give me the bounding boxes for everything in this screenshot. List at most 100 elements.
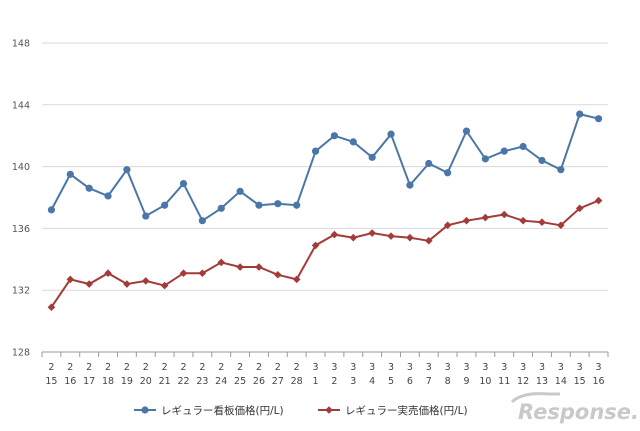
data-point [349, 233, 358, 242]
x-tick-label-month: 3 [520, 362, 526, 373]
data-point [575, 204, 584, 213]
x-tick-label-month: 3 [558, 362, 564, 373]
x-tick-label-day: 7 [426, 376, 432, 387]
x-tick-label-month: 3 [577, 362, 583, 373]
x-tick-label-month: 2 [180, 362, 186, 373]
x-tick-label-day: 27 [272, 376, 284, 387]
data-point [368, 153, 376, 161]
x-axis: 2152162172182192202212222232242252262272… [41, 351, 609, 387]
data-point [85, 280, 93, 288]
x-tick-label-month: 3 [350, 362, 356, 373]
data-point [519, 216, 527, 225]
x-tick-label-month: 3 [388, 362, 394, 373]
gridlines [42, 42, 608, 291]
legend-marker [141, 406, 149, 414]
legend-label: レギュラー看板価格(円/L) [161, 404, 284, 417]
data-point [594, 196, 603, 205]
data-point [330, 230, 339, 239]
data-point [85, 184, 93, 192]
x-tick-label-month: 3 [482, 362, 488, 373]
data-point [123, 166, 131, 174]
x-tick-label-day: 1 [313, 376, 319, 387]
data-point [576, 110, 584, 118]
x-tick-label-month: 2 [86, 362, 92, 373]
x-tick-label-month: 2 [237, 362, 243, 373]
y-tick-label: 132 [12, 286, 30, 297]
x-tick-label-day: 22 [177, 376, 189, 387]
data-point [217, 204, 225, 212]
y-tick-label: 136 [12, 224, 30, 235]
legend-label: レギュラー実売価格(円/L) [345, 404, 468, 417]
data-point [538, 218, 546, 227]
x-tick-label-day: 16 [593, 376, 605, 387]
data-point [425, 159, 433, 168]
data-point [198, 269, 207, 278]
data-point [66, 275, 75, 284]
data-point [311, 147, 320, 155]
x-tick-label-day: 23 [196, 376, 208, 387]
data-point [274, 200, 282, 208]
data-point [557, 166, 565, 174]
data-point [293, 201, 301, 209]
legend: レギュラー看板価格(円/L) レギュラー実売価格(円/L) [134, 404, 468, 417]
x-tick-label-day: 9 [463, 376, 469, 387]
data-point [538, 156, 546, 165]
x-tick-label-month: 3 [426, 362, 432, 373]
data-point [292, 275, 301, 284]
x-tick-label-month: 2 [124, 362, 130, 373]
data-point [330, 132, 339, 140]
x-tick-label-month: 2 [199, 362, 205, 373]
x-tick-label-day: 25 [234, 376, 246, 387]
data-point [179, 269, 188, 278]
data-point [104, 192, 112, 200]
data-point [387, 232, 395, 240]
x-tick-label-month: 3 [313, 362, 319, 373]
x-tick-label-day: 13 [536, 376, 548, 387]
x-tick-label-day: 28 [291, 376, 303, 387]
data-point [594, 115, 603, 123]
x-tick-label-day: 8 [445, 376, 451, 387]
x-tick-label-month: 3 [407, 362, 413, 373]
x-tick-label-day: 18 [102, 376, 114, 387]
data-point [481, 213, 490, 222]
x-tick-label-month: 2 [275, 362, 281, 373]
data-point [198, 217, 206, 225]
data-point [444, 169, 452, 177]
x-tick-label-day: 21 [159, 376, 171, 387]
x-tick-label-month: 2 [256, 362, 262, 373]
x-tick-label-day: 12 [517, 376, 529, 387]
data-point [236, 187, 244, 195]
data-point [462, 127, 471, 135]
x-tick-label-day: 19 [121, 376, 133, 387]
x-tick-label-day: 2 [331, 376, 337, 387]
x-tick-label-day: 3 [350, 376, 356, 387]
data-point [387, 130, 395, 138]
x-tick-label-month: 3 [596, 362, 602, 373]
data-point [462, 216, 471, 225]
y-tick-label: 140 [12, 162, 30, 173]
x-tick-label-month: 2 [294, 362, 300, 373]
data-point [443, 221, 452, 230]
x-tick-label-day: 17 [83, 376, 95, 387]
y-tick-label: 148 [12, 39, 30, 50]
response-watermark-logo: Response. [510, 392, 639, 424]
data-point [104, 269, 112, 278]
x-tick-label-day: 26 [253, 376, 265, 387]
data-point [255, 263, 263, 271]
series-line-1 [50, 112, 599, 223]
data-point [142, 212, 150, 220]
data-point [311, 241, 320, 250]
x-tick-label-day: 15 [45, 376, 57, 387]
x-tick-label-day: 11 [498, 376, 510, 387]
legend-marker [325, 406, 333, 414]
data-point [255, 201, 263, 209]
x-tick-label-month: 3 [369, 362, 375, 373]
x-tick-label-month: 3 [463, 362, 469, 373]
x-tick-label-day: 15 [574, 376, 586, 387]
y-axis-ticks: 128 132 136 140 144 148 [12, 39, 30, 359]
watermark-swoosh [510, 392, 560, 404]
x-tick-label-month: 3 [539, 362, 545, 373]
data-point [500, 147, 508, 155]
series-lines [47, 110, 603, 311]
